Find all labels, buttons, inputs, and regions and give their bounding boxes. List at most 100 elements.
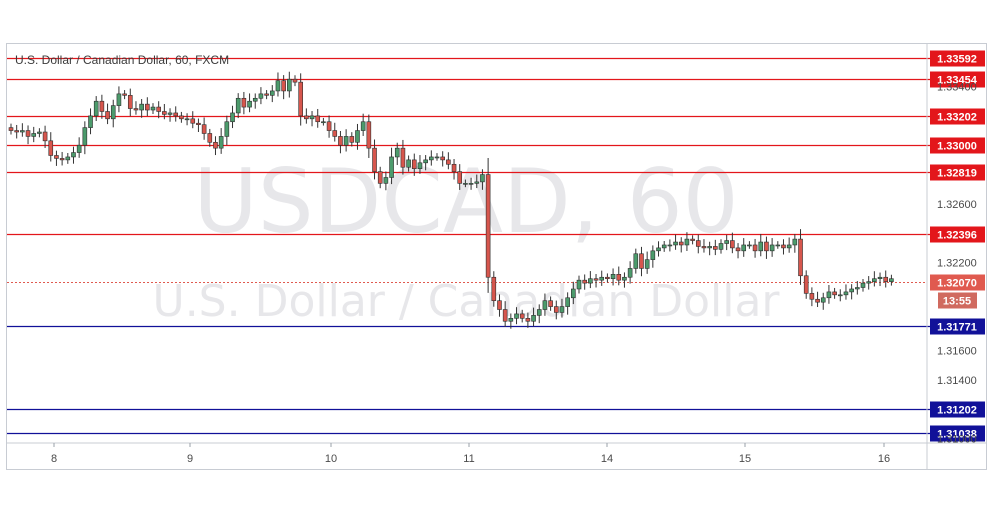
candle-bearish [145, 103, 150, 111]
candle-bullish [37, 131, 42, 134]
candle-bullish [76, 144, 82, 153]
candle-bearish [190, 118, 196, 124]
candle-bearish [349, 136, 355, 143]
level-price-badge [930, 137, 985, 154]
candle-bearish [377, 171, 383, 184]
level-price-badge [930, 71, 985, 88]
level-price-badge [930, 318, 985, 335]
candle-bullish [468, 183, 474, 185]
candle-bullish [650, 250, 656, 260]
y-tick-label: 1.32600 [937, 199, 977, 211]
level-price-badge [930, 425, 985, 442]
level-price-label: 1.33454 [937, 75, 978, 87]
candle-bullish [786, 244, 792, 249]
candle-bullish [758, 241, 764, 252]
level-price-badge [930, 108, 985, 125]
candle-bullish [252, 97, 258, 102]
candle-bearish [281, 80, 286, 92]
level-price-badge [930, 164, 985, 181]
level-price-label: 1.31771 [937, 322, 977, 334]
watermark-description: U.S. Dollar / Canadian Dollar [152, 276, 780, 327]
y-tick-label: 1.33400 [937, 82, 977, 94]
candle-bearish [127, 95, 133, 109]
candle-bullish [673, 241, 678, 246]
candle-bearish [133, 108, 139, 111]
candle-bullish [434, 156, 440, 159]
candle-bullish [866, 281, 871, 284]
candle-bullish [559, 306, 565, 313]
y-tick-label: 1.31600 [937, 346, 977, 358]
current-price-label: 1.32070 [937, 278, 977, 290]
candle-bullish [889, 278, 894, 282]
level-price-label: 1.33592 [937, 54, 977, 66]
candle-bullish [576, 279, 582, 290]
candle-bullish [843, 291, 849, 296]
candle-bullish [321, 121, 326, 124]
candle-bullish [65, 156, 71, 161]
level-price-label: 1.31202 [937, 405, 977, 417]
current-price-badge [930, 274, 985, 291]
watermark: USDCAD, 60 U.S. Dollar / Canadian Dollar [152, 150, 780, 327]
candle-bullish [230, 112, 235, 123]
candle-bearish [25, 130, 31, 137]
candle-bearish [338, 136, 343, 146]
candle-bullish [258, 93, 264, 99]
candle-bullish [536, 309, 542, 316]
candle-bullish [826, 291, 832, 299]
candle-bearish [196, 122, 201, 125]
candle-bullish [542, 300, 548, 310]
candle-bullish [769, 244, 775, 252]
symbol-title: U.S. Dollar / Canadian Dollar, 60, FXCM [15, 53, 230, 67]
candle-bullish [275, 80, 281, 92]
candle-bullish [661, 244, 667, 249]
candle-bullish [429, 156, 434, 161]
candle-bearish [440, 156, 445, 161]
candle-bullish [718, 243, 724, 250]
level-price-badge [930, 50, 985, 67]
candle-bearish [451, 163, 457, 172]
candle-bearish [8, 127, 14, 131]
candle-bullish [684, 238, 690, 246]
level-price-label: 1.31038 [937, 429, 977, 441]
candle-bullish [855, 287, 860, 290]
candle-bearish [446, 159, 451, 165]
level-price-label: 1.32819 [937, 168, 977, 180]
x-tick-label: 15 [739, 453, 751, 465]
candle-bullish [355, 130, 360, 143]
candle-bearish [173, 112, 179, 117]
y-tick-label: 1.31400 [937, 375, 977, 387]
candle-bearish [502, 309, 508, 322]
candle-bearish [616, 274, 622, 281]
candle-bearish [304, 115, 309, 120]
candle-bullish [150, 106, 156, 111]
candle-bullish [724, 240, 729, 244]
candle-bearish [548, 300, 553, 307]
candle-bearish [14, 130, 19, 133]
candle-bullish [514, 313, 519, 319]
candle-bearish [803, 275, 809, 294]
candle-bullish [383, 177, 389, 184]
x-tick-label: 16 [878, 453, 890, 465]
candle-bullish [707, 246, 712, 249]
candle-bullish [599, 276, 605, 281]
level-price-label: 1.32396 [937, 230, 977, 242]
candle-bearish [639, 253, 644, 269]
candle-bullish [417, 162, 423, 169]
candle-bullish [88, 115, 93, 128]
candle-bullish [633, 253, 639, 269]
candle-bullish [71, 152, 76, 158]
candle-bearish [201, 124, 207, 134]
candle-bullish [110, 105, 116, 120]
candle-bearish [105, 111, 110, 120]
candle-bearish [815, 298, 820, 303]
candle-bearish [701, 246, 707, 249]
candle-bearish [326, 121, 332, 131]
candle-bearish [332, 130, 338, 137]
candle-bullish [287, 78, 292, 92]
x-tick-label: 9 [187, 453, 193, 465]
watermark-symbol: USDCAD, 60 [193, 150, 738, 253]
candle-bullish [167, 112, 173, 115]
candle-bullish [116, 93, 122, 106]
level-price-badge [930, 401, 985, 418]
